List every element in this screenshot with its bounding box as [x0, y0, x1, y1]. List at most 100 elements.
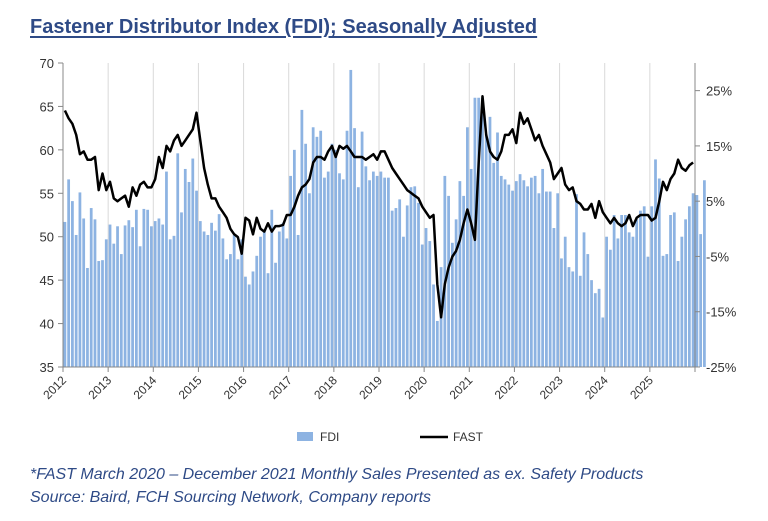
fdi-bar — [104, 239, 108, 367]
fdi-bar — [195, 190, 198, 367]
fdi-bar — [575, 194, 578, 367]
fdi-bar — [390, 210, 394, 367]
fdi-bar — [695, 195, 699, 367]
fdi-bar — [608, 249, 612, 367]
fdi-bar — [590, 280, 593, 367]
fdi-bar — [304, 143, 308, 367]
fdi-bar — [127, 220, 131, 367]
x-tick-label: 2025 — [627, 373, 656, 402]
fdi-bar — [341, 179, 345, 367]
fdi-bar — [191, 158, 195, 367]
fdi-bar — [93, 219, 97, 367]
x-tick-label: 2016 — [221, 373, 250, 402]
fdi-bar — [654, 159, 657, 367]
fdi-bar — [676, 261, 680, 367]
fdi-bar — [593, 293, 597, 367]
fdi-bar — [447, 195, 450, 367]
fdi-bar — [334, 149, 338, 367]
fdi-bar — [631, 236, 635, 367]
fdi-bar — [63, 221, 67, 367]
right-tick-label: 5% — [706, 194, 725, 209]
legend-fdi-swatch — [297, 432, 313, 441]
fdi-bar — [165, 171, 168, 367]
fdi-bar — [417, 202, 420, 367]
fdi-bar — [612, 215, 616, 367]
fdi-bar — [221, 238, 225, 367]
fdi-bar — [560, 258, 563, 367]
fdi-bar — [624, 215, 627, 367]
fdi-bar — [529, 177, 533, 367]
fdi-bar — [311, 127, 315, 367]
fdi-bar — [371, 171, 375, 367]
fdi-bar — [251, 271, 255, 367]
legend-fdi-label: FDI — [320, 430, 339, 444]
fdi-bar — [466, 127, 469, 367]
fdi-bar — [409, 187, 413, 367]
fdi-bar — [161, 224, 165, 367]
fdi-bar — [217, 214, 221, 367]
fdi-bar — [514, 181, 518, 367]
fdi-bar — [545, 191, 548, 367]
fdi-bar — [255, 255, 259, 367]
fdi-bar — [232, 234, 236, 367]
x-tick-label: 2019 — [356, 373, 385, 402]
x-tick-label: 2023 — [537, 373, 566, 402]
x-tick-label: 2017 — [266, 373, 295, 402]
x-tick-label: 2015 — [176, 373, 205, 402]
fdi-bar — [315, 136, 319, 367]
fdi-bar — [198, 221, 202, 367]
left-tick-label: 40 — [40, 317, 54, 332]
fdi-bar — [202, 231, 206, 367]
fdi-bar — [639, 210, 642, 367]
axes — [58, 62, 700, 372]
fdi-bar — [244, 276, 247, 367]
fast-line — [63, 94, 694, 319]
fdi-bar — [680, 236, 684, 367]
fdi-bar — [134, 209, 138, 367]
fdi-bar — [537, 193, 541, 367]
fdi-bar — [432, 284, 435, 367]
fdi-bar — [356, 187, 360, 367]
fdi-bar — [616, 238, 620, 367]
left-tick-label: 60 — [40, 143, 54, 158]
fdi-bar — [101, 260, 104, 367]
left-tick-label: 50 — [40, 230, 54, 245]
fdi-bars — [63, 69, 706, 367]
right-tick-label: -25% — [706, 360, 737, 375]
fdi-bar — [450, 242, 454, 367]
fdi-bar — [496, 132, 499, 367]
fdi-bar — [180, 212, 183, 367]
fdi-bar — [153, 221, 157, 367]
fdi-bar — [402, 236, 405, 367]
fdi-bar — [522, 180, 526, 367]
fdi-bar — [74, 234, 78, 367]
fdi-bar — [657, 178, 661, 367]
x-tick-label: 2012 — [40, 373, 69, 402]
fdi-bar — [650, 206, 654, 367]
fdi-bar — [635, 219, 639, 367]
fdi-bar — [112, 243, 116, 367]
fdi-bar — [669, 215, 672, 367]
x-tick-label: 2024 — [582, 373, 611, 402]
fdi-bar — [627, 232, 631, 367]
fdi-bar — [541, 168, 545, 367]
fdi-bar — [266, 273, 270, 367]
chart: 2012 2013 2014 2015 2016 2017 2018 2019 2020 2021… — [40, 56, 737, 444]
left-tick-label: 45 — [40, 273, 54, 288]
fdi-bar — [206, 234, 210, 367]
fdi-bar — [642, 206, 646, 367]
x-tick-label: 2022 — [492, 373, 521, 402]
x-tick-label: 2020 — [401, 373, 430, 402]
fdi-bar — [289, 175, 292, 367]
fdi-bar — [349, 69, 353, 367]
fdi-bar — [168, 239, 172, 367]
fdi-bar — [131, 227, 134, 367]
fdi-bar — [428, 241, 432, 367]
fdi-bar — [67, 179, 71, 367]
fdi-bar — [108, 224, 112, 367]
fdi-bar — [435, 320, 439, 367]
fdi-bar — [292, 149, 296, 367]
fdi-bar — [582, 232, 586, 367]
fdi-bar — [601, 317, 605, 367]
fdi-bar — [492, 162, 496, 367]
